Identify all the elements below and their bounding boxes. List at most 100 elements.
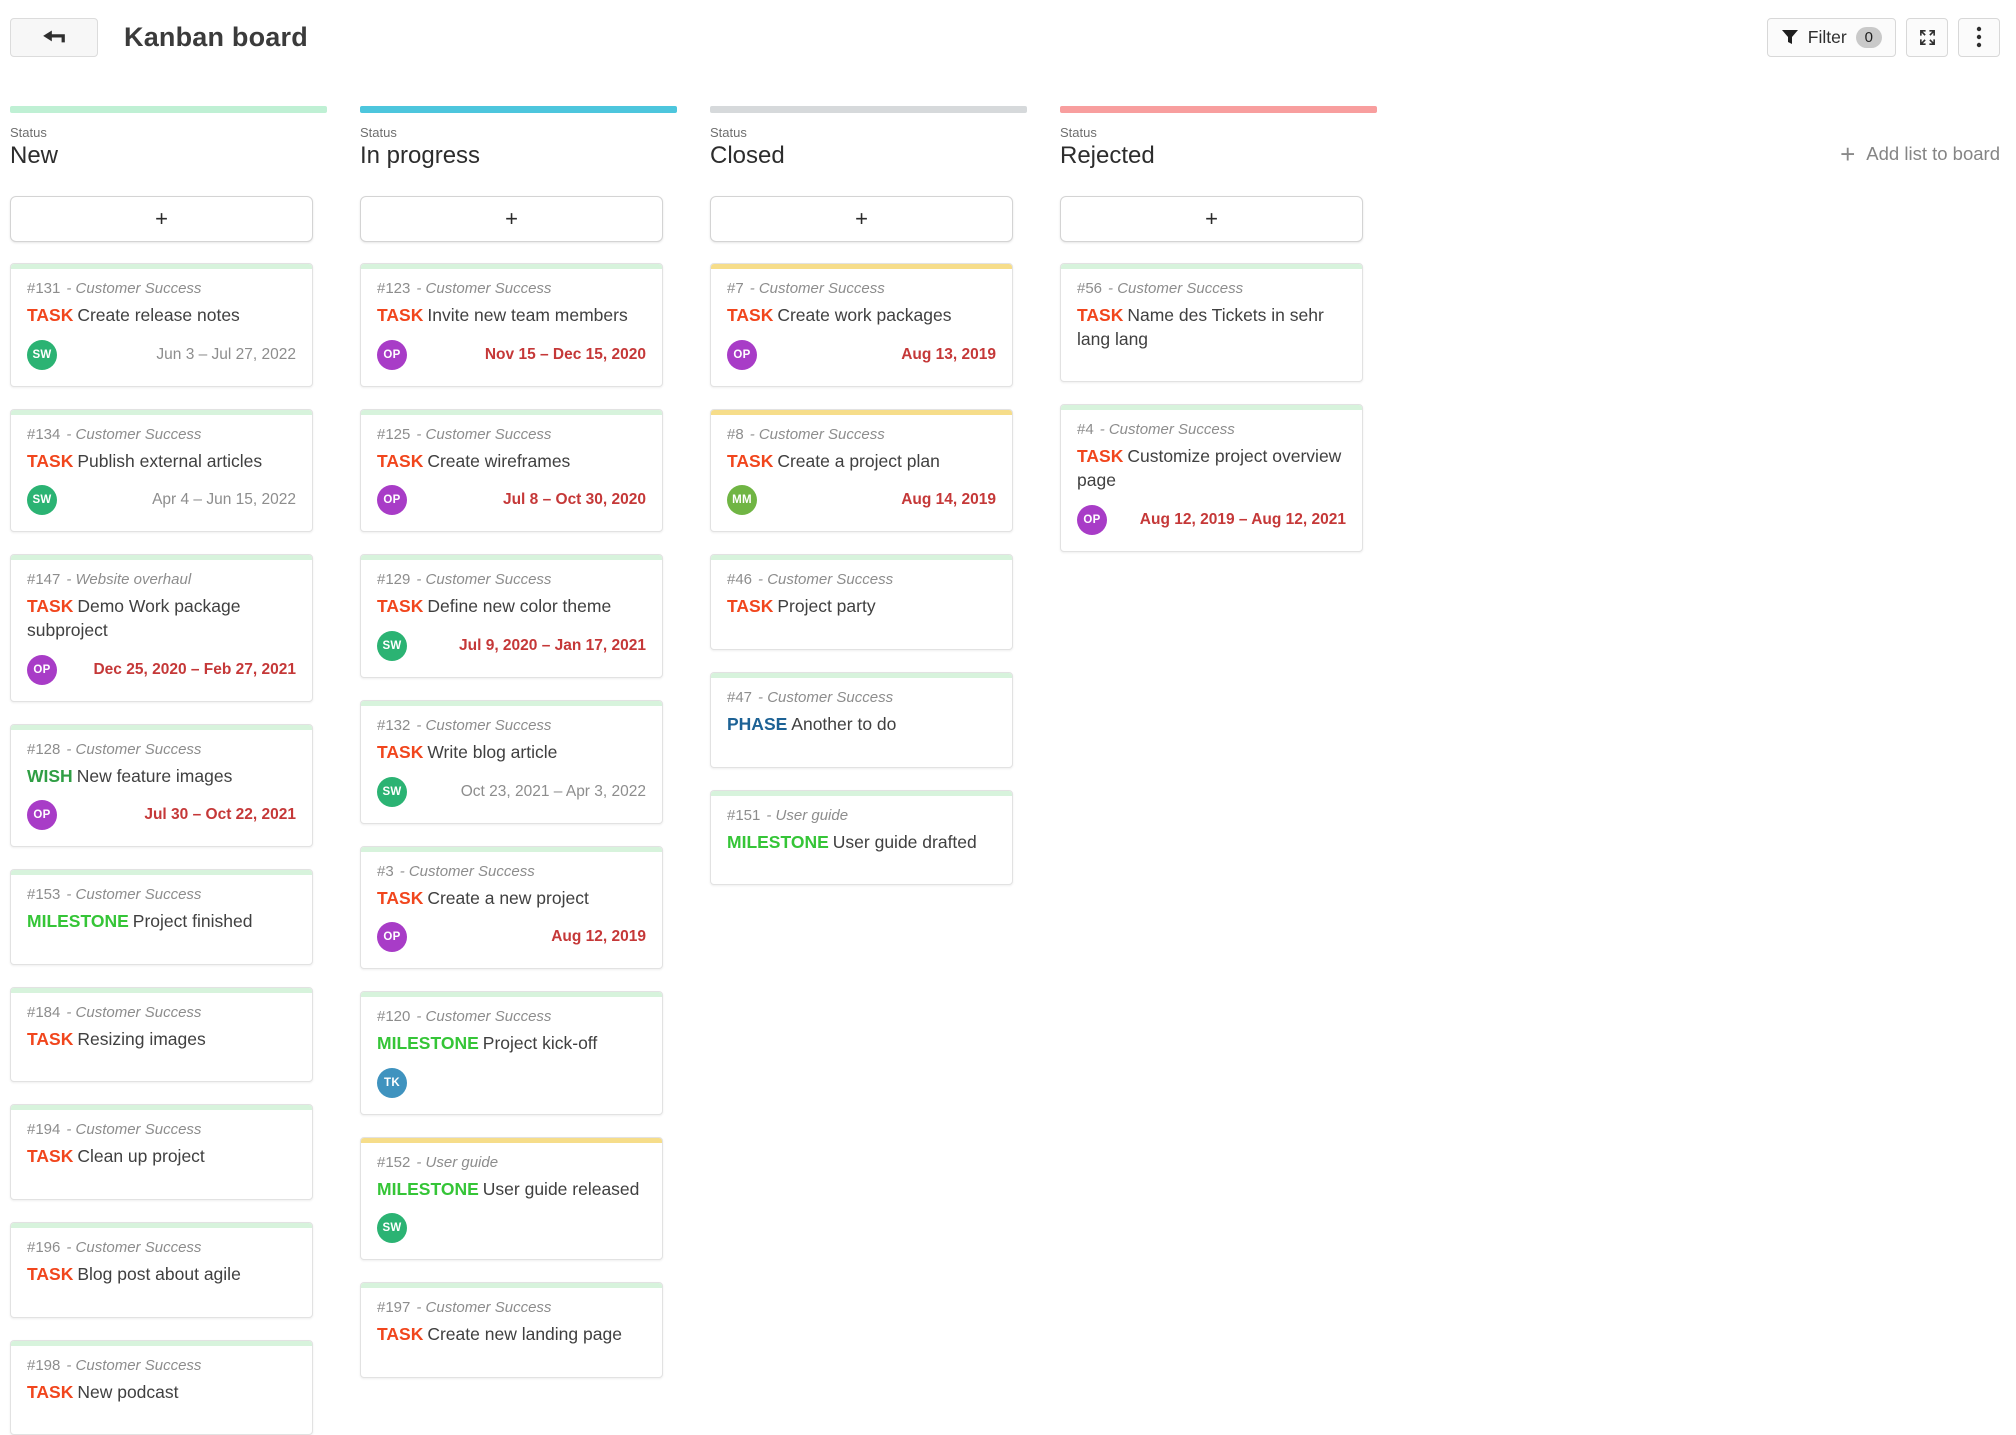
card-status-strip xyxy=(11,1105,312,1111)
kanban-card[interactable]: #56 - Customer Success TASK Name des Ticke… xyxy=(1060,263,1363,383)
card-type-label: TASK xyxy=(727,450,774,471)
card-project: - Customer Success xyxy=(416,280,552,297)
kanban-card[interactable]: #194 - Customer Success TASK Clean up proj… xyxy=(10,1104,313,1200)
board-column: Status In progress + #123 - Customer Succ… xyxy=(360,106,677,1435)
card-type-label: MILESTONE xyxy=(27,911,129,932)
plus-icon: + xyxy=(505,206,518,231)
kanban-card[interactable]: #151 - User guide MILESTONE User guide dra… xyxy=(710,789,1013,886)
kanban-card[interactable]: #152 - User guide MILESTONE User guide rel… xyxy=(360,1136,663,1261)
card-type-label: TASK xyxy=(727,305,774,325)
card-type-label: TASK xyxy=(1077,305,1124,325)
card-body: #120 - Customer Success MILESTONE Project … xyxy=(361,997,662,1114)
kanban-card[interactable]: #196 - Customer Success TASK Blog post abo… xyxy=(10,1222,313,1318)
kanban-card[interactable]: #120 - Customer Success MILESTONE Project … xyxy=(360,991,663,1115)
card-id: #47 xyxy=(727,688,753,706)
column-name: In progress xyxy=(360,142,481,169)
card-title-row: TASK Write blog article xyxy=(377,741,646,765)
card-project: - User guide xyxy=(766,806,849,824)
card-title-row: TASK Demo Work package subproject xyxy=(27,595,296,642)
kanban-card[interactable]: #129 - Customer Success TASK Define new co… xyxy=(360,554,663,678)
card-meta: #4 - Customer Success xyxy=(1077,421,1346,438)
card-body: #132 - Customer Success TASK Write blog ar… xyxy=(361,706,662,823)
add-list-button[interactable]: + Add list to board xyxy=(1840,141,2006,167)
column-name: Rejected xyxy=(1060,142,1155,169)
kanban-card[interactable]: #153 - Customer Success MILESTONE Project … xyxy=(10,869,313,965)
card-id: #128 xyxy=(27,740,61,758)
card-type-label: TASK xyxy=(27,1146,74,1167)
add-card-button[interactable]: + xyxy=(10,196,313,242)
add-list-label: Add list to board xyxy=(1866,143,2000,164)
add-card-button[interactable]: + xyxy=(360,196,663,242)
card-status-strip xyxy=(361,700,662,706)
kanban-card[interactable]: #134 - Customer Success TASK Publish exter… xyxy=(10,408,313,533)
card-status-strip xyxy=(361,992,662,998)
kanban-card[interactable]: #4 - Customer Success TASK Customize proje… xyxy=(1060,404,1363,552)
kanban-card[interactable]: #125 - Customer Success TASK Create wirefr… xyxy=(360,408,663,533)
filter-button[interactable]: Filter 0 xyxy=(1766,17,1896,57)
card-list: #7- Customer Success TASK Create work pac… xyxy=(710,263,1013,886)
card-type-label: MILESTONE xyxy=(377,1033,479,1054)
card-type-label: TASK xyxy=(377,887,424,908)
card-meta: #120 - Customer Success xyxy=(377,1008,646,1025)
card-project: - Customer Success xyxy=(66,1239,202,1256)
kanban-card[interactable]: #47 - Customer Success PHASE Another to do xyxy=(710,671,1013,768)
card-title: New podcast xyxy=(77,1381,179,1402)
card-status-strip xyxy=(711,672,1012,678)
card-body: #134 - Customer Success TASK Publish exter… xyxy=(11,415,312,532)
card-title-row: MILESTONE User guide drafted xyxy=(727,831,996,855)
card-status-strip xyxy=(361,555,662,561)
card-status-strip xyxy=(711,555,1012,561)
card-title-row: TASK Publish external articles xyxy=(27,450,296,474)
card-type-label: TASK xyxy=(377,305,424,325)
add-card-button[interactable]: + xyxy=(1060,196,1363,242)
kanban-card[interactable]: #46 - Customer Success TASK Project party xyxy=(710,554,1013,650)
kanban-card[interactable]: #123 - Customer Success TASK Invite new te… xyxy=(360,263,663,387)
card-project: - Customer Success xyxy=(416,716,552,734)
board-column: Status New + #131 - Customer Success TASK… xyxy=(10,106,327,1435)
card-body: #128 - Customer Success WISH New feature i… xyxy=(11,730,312,847)
kanban-card[interactable]: #3 - Customer Success TASK Create a new pr… xyxy=(360,845,663,970)
card-type-label: TASK xyxy=(27,1264,74,1284)
kanban-card[interactable]: #198 - Customer Success TASK New podcast xyxy=(10,1339,313,1435)
card-meta: #184 - Customer Success xyxy=(27,1004,296,1021)
kanban-card[interactable]: #7 - Customer Success TASK Create work pac… xyxy=(710,263,1013,387)
kanban-card[interactable]: #8 - Customer Success TASK Create a projec… xyxy=(710,408,1013,533)
card-body: #198 - Customer Success TASK New podcast xyxy=(11,1346,312,1435)
card-meta: #152 - User guide xyxy=(377,1154,646,1171)
card-body: #4 - Customer Success TASK Customize proje… xyxy=(1061,410,1362,550)
card-type-label: TASK xyxy=(377,741,424,762)
card-footer: SW xyxy=(377,1213,646,1244)
card-id: #125 xyxy=(377,425,411,443)
kanban-card[interactable]: #132 - Customer Success TASK Write blog ar… xyxy=(360,699,663,824)
card-project: - Customer Success xyxy=(66,1121,202,1139)
card-project: - User guide xyxy=(416,1153,499,1171)
card-id: #131 xyxy=(27,280,61,297)
more-menu-button[interactable] xyxy=(1958,17,2000,57)
kanban-card[interactable]: #131 - Customer Success TASK Create releas… xyxy=(10,263,313,387)
card-body: #7 - Customer Success TASK Create work pac… xyxy=(711,269,1012,386)
kanban-card[interactable]: #128 - Customer Success WISH New feature i… xyxy=(10,723,313,848)
card-title-row: WISH New feature images xyxy=(27,765,296,789)
card-date: Nov 15 – Dec 15, 2020 xyxy=(484,345,646,363)
page-title: Kanban board xyxy=(124,21,308,52)
card-meta: #123 - Customer Success xyxy=(377,280,646,297)
avatar: SW xyxy=(377,630,407,661)
card-title: Create new landing page xyxy=(427,1324,622,1345)
card-footer: OP Nov 15 – Dec 15, 2020 xyxy=(377,339,646,370)
card-meta: #46 - Customer Success xyxy=(727,571,996,588)
card-meta: #198 - Customer Success xyxy=(27,1357,296,1374)
card-meta: #128 - Customer Success xyxy=(27,741,296,758)
card-meta: #153 - Customer Success xyxy=(27,886,296,903)
fullscreen-button[interactable] xyxy=(1906,17,1948,57)
kanban-card[interactable]: #197 - Customer Success TASK Create new la… xyxy=(360,1282,663,1378)
card-id: #120 xyxy=(377,1008,411,1026)
card-id: #147 xyxy=(27,571,61,589)
back-button[interactable] xyxy=(10,17,98,57)
card-date: Dec 25, 2020 – Feb 27, 2021 xyxy=(93,660,296,678)
kanban-card[interactable]: #184 - Customer Success TASK Resizing imag… xyxy=(10,986,313,1083)
card-title: Blog post about agile xyxy=(77,1264,241,1284)
kanban-card[interactable]: #147 - Website overhaul TASK Demo Work pac… xyxy=(10,554,313,702)
card-project: - Customer Success xyxy=(758,571,894,589)
card-project: - Customer Success xyxy=(416,571,552,589)
add-card-button[interactable]: + xyxy=(710,196,1013,242)
